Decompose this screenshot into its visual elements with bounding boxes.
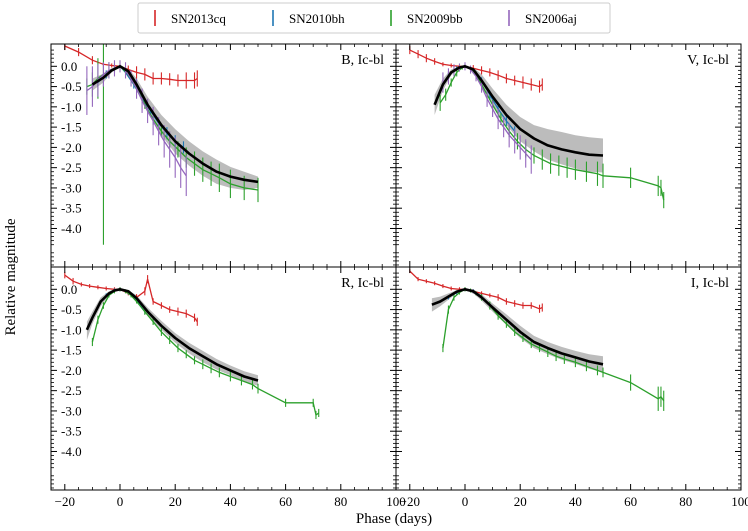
legend-items: SN2013cq SN2010bh SN2009bb SN2006aj [154, 10, 577, 26]
template-line-r [85, 287, 259, 382]
plot-area-r [64, 271, 320, 420]
x-tick-label: 80 [679, 494, 692, 509]
y-tick-label: -2.0 [61, 140, 82, 155]
y-axis-label: Relative magnitude [3, 218, 19, 335]
x-tick-label: 40 [224, 494, 237, 509]
y-tick-label: -0.5 [61, 79, 82, 94]
x-tick-label: 20 [514, 494, 527, 509]
y-tick-label: -1.0 [61, 322, 82, 337]
y-tick-label: 0.0 [61, 282, 77, 297]
legend-label-sn2013cq: SN2013cq [171, 11, 226, 26]
y-tick-label: -1.5 [61, 343, 82, 358]
x-axis-label: Phase (days) [356, 511, 432, 527]
y-tick-label: -3.5 [61, 424, 82, 439]
legend-frame [137, 2, 611, 34]
y-tick-label: -4.0 [61, 444, 82, 459]
y-tick-label: -3.5 [61, 201, 82, 216]
y-tick-label: -1.5 [61, 120, 82, 135]
x-tick-label: −20 [55, 494, 75, 509]
legend-label-sn2009bb: SN2009bb [407, 11, 463, 26]
panel-v: V, Ic-bl [395, 43, 742, 268]
template-band-v [434, 66, 603, 173]
panel-title-r: R, Ic-bl [341, 276, 384, 291]
x-tick-label: 60 [624, 494, 637, 509]
plot-area-v [409, 46, 665, 209]
y-tick-label: -4.0 [61, 221, 82, 236]
series-sn2013cq-b [64, 44, 198, 89]
template-line-i [431, 287, 604, 366]
template-band-r [86, 289, 259, 386]
plot-area-b [64, 44, 259, 245]
panel-b: 0.0 -0.5 -1.0 -1.5 -2.0 -2.5 -3.0 -3.5 -4.0 B, Ic… [50, 43, 397, 268]
series-line [409, 270, 543, 310]
template-band-b [92, 66, 259, 190]
y-tick-label: -3.0 [61, 180, 82, 195]
y-tick-label: -1.0 [61, 99, 82, 114]
x-tick-label: 0 [117, 494, 124, 509]
panel-title-b: B, Ic-bl [341, 53, 384, 68]
panel-r: −20 0 20 40 60 80 100 0.0 -0.5 -1.0 -1.5 -2.0 -2.5 -3… [50, 266, 406, 509]
y-tick-label: 0.0 [61, 59, 77, 74]
series-line [409, 49, 543, 88]
legend-label-sn2006aj: SN2006aj [525, 11, 577, 26]
series-sn2006aj-b [86, 60, 187, 197]
x-tick-label: 100 [731, 494, 748, 509]
y-tick-label: -2.5 [61, 383, 82, 398]
y-tick-label: -0.5 [61, 302, 82, 317]
y-tick-label: -2.5 [61, 160, 82, 175]
panel-title-v: V, Ic-bl [687, 53, 729, 68]
x-tick-label: 80 [334, 494, 347, 509]
y-tick-label: -3.0 [61, 403, 82, 418]
y-tick-label: -2.0 [61, 363, 82, 378]
panel-i: −20 0 20 40 60 80 100 I, Ic-bl [395, 266, 748, 509]
x-tick-label: 100 [386, 494, 406, 509]
panels: 0.0 -0.5 -1.0 -1.5 -2.0 -2.5 -3.0 -3.5 -4.0 B, Ic… [50, 43, 748, 509]
template-line-v [433, 65, 604, 157]
x-tick-label: 60 [279, 494, 292, 509]
x-tick-label: 40 [569, 494, 582, 509]
legend: SN2013cq SN2010bh SN2009bb SN2006aj [137, 2, 611, 34]
x-tick-label: 20 [169, 494, 182, 509]
template-line-b [91, 65, 259, 184]
legend-label-sn2010bh: SN2010bh [289, 11, 345, 26]
x-tick-label: −20 [400, 494, 420, 509]
plot-area-i [409, 269, 665, 411]
x-tick-label: 0 [462, 494, 469, 509]
panel-title-i: I, Ic-bl [691, 276, 729, 291]
